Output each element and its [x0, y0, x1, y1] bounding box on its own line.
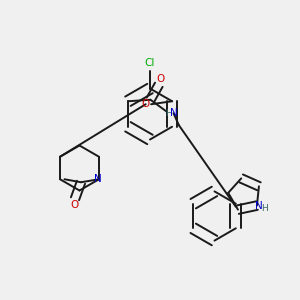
Text: O: O — [156, 74, 164, 84]
Text: Cl: Cl — [145, 58, 155, 68]
Text: N: N — [94, 174, 102, 184]
Text: O: O — [70, 200, 79, 210]
Text: O: O — [142, 99, 150, 109]
Text: H: H — [261, 204, 268, 213]
Text: H: H — [165, 109, 172, 118]
Text: N: N — [169, 108, 177, 118]
Text: N: N — [254, 201, 262, 211]
